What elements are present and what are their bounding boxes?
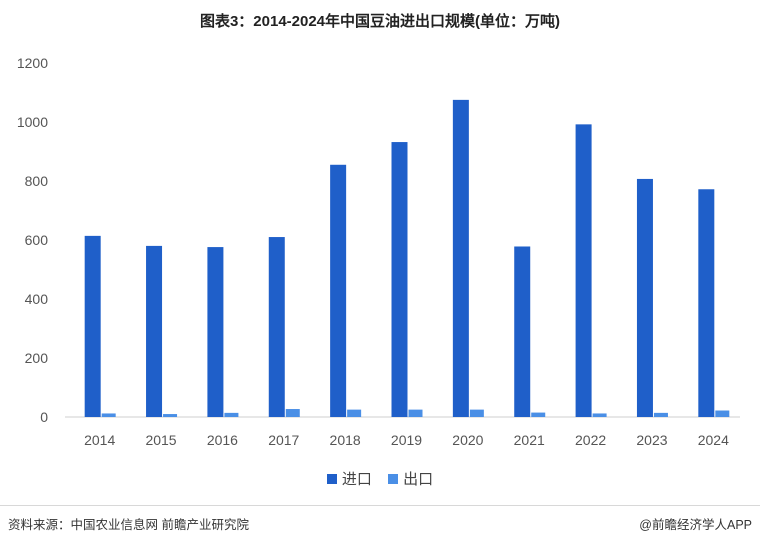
legend-item-import: 进口 [326,468,372,489]
bar-export [469,409,484,417]
y-tick-label: 200 [25,350,49,366]
x-tick-label: 2020 [452,432,483,448]
bar-import [146,245,163,417]
legend-swatch-export [388,473,399,484]
bar-import [698,189,715,417]
bar-export [531,412,546,417]
x-tick-label: 2018 [330,432,361,448]
source-note: 资料来源：中国农业信息网 前瞻产业研究院 [8,518,249,532]
x-tick-label: 2017 [268,432,299,448]
bar-import [84,235,101,417]
bar-import [575,124,592,418]
bar-export [163,414,178,417]
y-tick-label: 1000 [17,114,48,130]
bar-export [715,410,730,417]
x-tick-label: 2021 [514,432,545,448]
bar-import [207,247,224,417]
bar-export [347,409,362,417]
legend: 进口 出口 [0,468,760,489]
x-tick-label: 2014 [84,432,115,448]
legend-swatch-import [326,473,337,484]
chart-title: 图表3：2014-2024年中国豆油进出口规模(单位：万吨) [199,13,561,30]
bar-import [636,178,653,417]
bar-export [224,412,239,417]
bar-import [330,164,347,417]
bar-import [268,237,285,417]
x-tick-label: 2022 [575,432,606,448]
legend-label-import: 进口 [341,471,372,488]
legend-item-export: 出口 [388,468,433,489]
x-tick-label: 2016 [207,432,238,448]
bar-export [653,412,668,417]
bar-import [452,99,469,417]
y-tick-label: 400 [25,291,49,307]
bar-import [514,246,531,417]
legend-label-export: 出口 [403,471,434,488]
footer-divider [0,505,760,506]
y-tick-label: 600 [25,232,49,248]
y-tick-label: 800 [25,173,49,189]
x-tick-label: 2024 [698,432,729,448]
bar-export [408,409,423,417]
bar-import [391,142,408,417]
bar-export [285,409,300,417]
bar-chart: 0 200 400 600 800 1000 1200 2014 2015 2016 2017 201… [17,55,740,448]
x-tick-label: 2019 [391,432,422,448]
y-tick-label: 0 [40,409,48,425]
x-tick-label: 2023 [636,432,667,448]
y-tick-label: 1200 [17,55,48,71]
x-tick-label: 2015 [145,432,176,448]
bar-export [592,413,607,417]
bar-export [101,413,116,417]
brand-label: @前瞻经济学人APP [639,518,752,532]
